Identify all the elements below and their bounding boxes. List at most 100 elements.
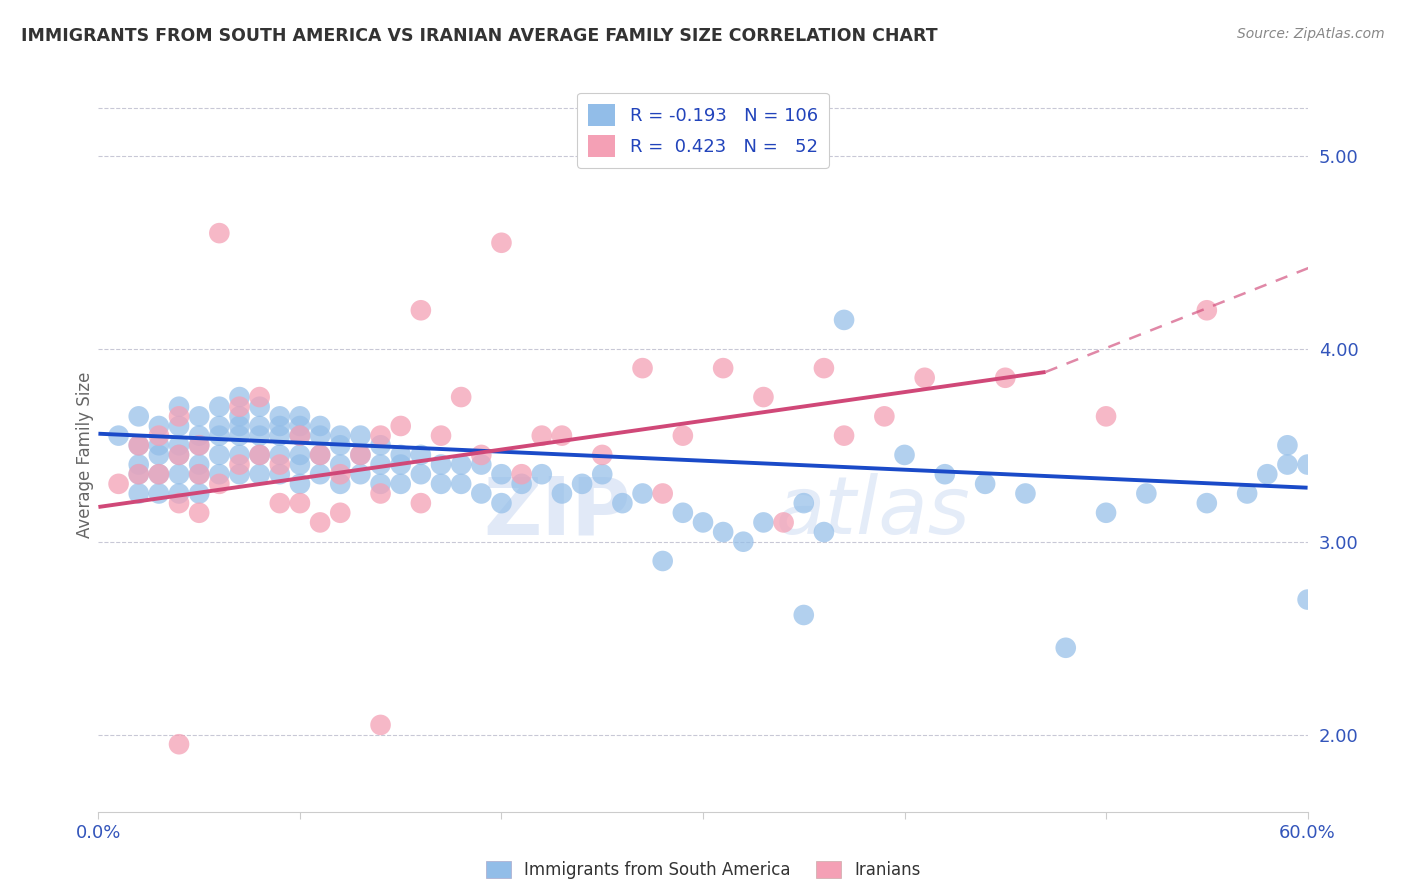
Point	[914, 371, 936, 385]
Point	[389, 476, 412, 491]
Point	[228, 428, 250, 442]
Point	[128, 486, 150, 500]
Point	[107, 476, 129, 491]
Point	[470, 486, 492, 500]
Point	[430, 428, 453, 442]
Point	[551, 486, 574, 500]
Point	[188, 438, 211, 452]
Point	[409, 448, 432, 462]
Point	[733, 534, 755, 549]
Point	[188, 467, 211, 482]
Point	[813, 361, 835, 376]
Point	[309, 448, 332, 462]
Point	[309, 467, 332, 482]
Point	[167, 400, 190, 414]
Point	[269, 419, 291, 434]
Point	[832, 428, 855, 442]
Point	[269, 496, 291, 510]
Point	[591, 448, 613, 462]
Point	[148, 467, 170, 482]
Point	[167, 409, 190, 424]
Point	[228, 390, 250, 404]
Point	[530, 428, 553, 442]
Point	[167, 438, 190, 452]
Point	[370, 486, 392, 500]
Point	[188, 409, 211, 424]
Point	[491, 496, 513, 510]
Y-axis label: Average Family Size: Average Family Size	[76, 372, 94, 538]
Point	[188, 467, 211, 482]
Point	[188, 428, 211, 442]
Point	[288, 458, 311, 472]
Point	[711, 361, 734, 376]
Point	[349, 448, 371, 462]
Point	[893, 448, 915, 462]
Point	[389, 419, 412, 434]
Point	[228, 419, 250, 434]
Point	[409, 467, 432, 482]
Point	[208, 226, 231, 240]
Text: Source: ZipAtlas.com: Source: ZipAtlas.com	[1237, 27, 1385, 41]
Point	[288, 476, 311, 491]
Point	[1195, 303, 1218, 318]
Point	[813, 524, 835, 539]
Point	[269, 448, 291, 462]
Point	[1296, 592, 1319, 607]
Point	[148, 438, 170, 452]
Point	[551, 428, 574, 442]
Point	[309, 419, 332, 434]
Point	[571, 476, 593, 491]
Point	[832, 313, 855, 327]
Point	[1095, 506, 1118, 520]
Point	[349, 428, 371, 442]
Point	[329, 428, 352, 442]
Point	[167, 448, 190, 462]
Point	[530, 467, 553, 482]
Point	[148, 486, 170, 500]
Point	[1296, 458, 1319, 472]
Point	[510, 476, 533, 491]
Point	[1054, 640, 1077, 655]
Point	[370, 476, 392, 491]
Point	[167, 496, 190, 510]
Point	[208, 400, 231, 414]
Point	[167, 486, 190, 500]
Point	[370, 428, 392, 442]
Point	[167, 448, 190, 462]
Point	[430, 458, 453, 472]
Point	[329, 438, 352, 452]
Point	[752, 390, 775, 404]
Point	[288, 496, 311, 510]
Point	[208, 467, 231, 482]
Text: ZIP: ZIP	[484, 473, 630, 551]
Legend: Immigrants from South America, Iranians: Immigrants from South America, Iranians	[479, 854, 927, 886]
Point	[329, 506, 352, 520]
Point	[1256, 467, 1278, 482]
Point	[631, 486, 654, 500]
Point	[672, 428, 695, 442]
Point	[228, 458, 250, 472]
Point	[1014, 486, 1036, 500]
Point	[692, 516, 714, 530]
Point	[128, 458, 150, 472]
Point	[309, 428, 332, 442]
Point	[167, 737, 190, 751]
Point	[510, 467, 533, 482]
Point	[208, 476, 231, 491]
Point	[370, 438, 392, 452]
Point	[430, 476, 453, 491]
Point	[329, 467, 352, 482]
Point	[208, 419, 231, 434]
Point	[269, 409, 291, 424]
Point	[309, 516, 332, 530]
Text: atlas: atlas	[776, 473, 970, 551]
Point	[450, 458, 472, 472]
Point	[249, 419, 271, 434]
Point	[450, 390, 472, 404]
Point	[249, 448, 271, 462]
Point	[370, 718, 392, 732]
Point	[389, 458, 412, 472]
Point	[752, 516, 775, 530]
Point	[329, 458, 352, 472]
Point	[772, 516, 794, 530]
